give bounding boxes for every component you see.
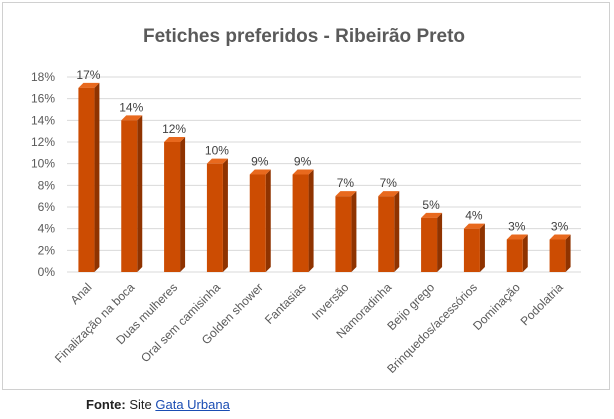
bar xyxy=(506,234,528,272)
chart-title: Fetiches preferidos - Ribeirão Preto xyxy=(143,26,465,47)
source-text: Site xyxy=(129,397,152,412)
bars xyxy=(78,82,571,272)
y-tick-label: 10% xyxy=(31,157,55,171)
data-label: 7% xyxy=(380,176,398,190)
bar xyxy=(249,169,271,272)
chart-frame: Fetiches preferidos - Ribeirão Preto 0% 2… xyxy=(2,2,610,390)
data-labels: 17% 14% 12% 10% 9% 9% 7% 7% 5% 4% 3% 3% xyxy=(76,68,568,234)
category-label: Oral sem camisinha xyxy=(138,280,223,365)
data-label: 5% xyxy=(422,198,440,212)
y-tick-label: 16% xyxy=(31,92,55,106)
bar xyxy=(421,212,443,272)
data-label: 9% xyxy=(251,155,269,169)
category-label: Anal xyxy=(68,280,95,307)
bar xyxy=(549,234,571,272)
data-label: 9% xyxy=(294,155,312,169)
category-label: Finalização na boca xyxy=(52,280,138,366)
bar xyxy=(164,137,186,272)
bar xyxy=(335,191,357,272)
source-note: Fonte: Site Gata Urbana xyxy=(86,397,230,412)
bar xyxy=(121,115,143,272)
data-label: 3% xyxy=(508,220,526,234)
bar xyxy=(378,191,400,272)
bar xyxy=(292,169,314,272)
y-tick-label: 6% xyxy=(38,200,56,214)
y-tick-label: 18% xyxy=(31,70,55,84)
data-label: 4% xyxy=(465,209,483,223)
bar xyxy=(463,223,485,272)
source-link[interactable]: Gata Urbana xyxy=(155,397,230,412)
y-tick-label: 12% xyxy=(31,135,55,149)
bar xyxy=(206,158,228,272)
data-label: 17% xyxy=(76,68,100,82)
y-tick-label: 0% xyxy=(38,265,56,279)
category-label: Inversão xyxy=(309,280,352,323)
category-label: Podolatria xyxy=(518,280,566,328)
data-label: 7% xyxy=(337,176,355,190)
category-label: Dominação xyxy=(470,280,523,333)
data-label: 3% xyxy=(551,220,569,234)
gridlines xyxy=(67,76,581,273)
bar xyxy=(78,82,100,272)
y-axis-ticks: 0% 2% 4% 6% 8% 10% 12% 14% 16% 18% xyxy=(31,70,55,279)
y-tick-label: 2% xyxy=(38,243,56,257)
y-tick-label: 8% xyxy=(38,178,56,192)
category-label: Fantasias xyxy=(262,280,309,327)
y-tick-label: 14% xyxy=(31,113,55,127)
data-label: 12% xyxy=(162,122,186,136)
y-tick-label: 4% xyxy=(38,222,56,236)
data-label: 14% xyxy=(119,100,143,114)
bar-chart: Fetiches preferidos - Ribeirão Preto 0% 2… xyxy=(31,26,581,376)
source-label: Fonte: xyxy=(86,397,126,412)
data-label: 10% xyxy=(205,144,229,158)
